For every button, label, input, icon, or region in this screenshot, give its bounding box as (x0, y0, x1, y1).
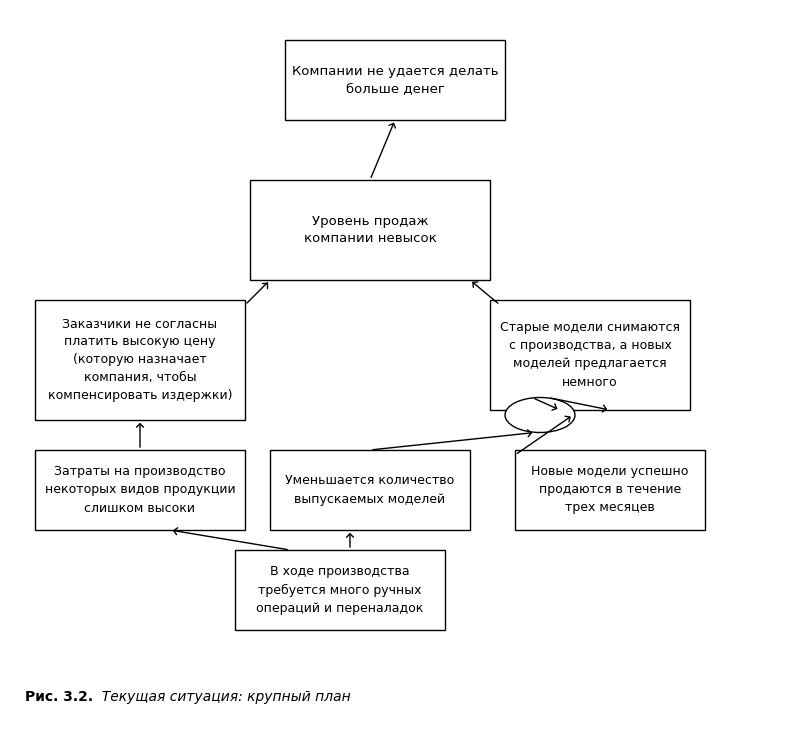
Text: Старые модели снимаются
с производства, а новых
моделей предлагается
немного: Старые модели снимаются с производства, … (500, 322, 680, 389)
FancyBboxPatch shape (285, 40, 505, 120)
Text: Уровень продаж
компании невысок: Уровень продаж компании невысок (303, 214, 436, 246)
Text: Текущая ситуация: крупный план: Текущая ситуация: крупный план (93, 690, 351, 704)
FancyBboxPatch shape (35, 450, 245, 530)
Text: Затраты на производство
некоторых видов продукции
слишком высоки: Затраты на производство некоторых видов … (45, 465, 235, 514)
FancyBboxPatch shape (35, 300, 245, 420)
Text: Уменьшается количество
выпускаемых моделей: Уменьшается количество выпускаемых модел… (285, 475, 454, 506)
FancyBboxPatch shape (235, 550, 445, 630)
FancyBboxPatch shape (515, 450, 705, 530)
FancyBboxPatch shape (270, 450, 470, 530)
Text: Компании не удается делать
больше денег: Компании не удается делать больше денег (292, 65, 498, 96)
Text: В ходе производства
требуется много ручных
операций и переналадок: В ходе производства требуется много ручн… (256, 565, 423, 615)
Ellipse shape (505, 397, 575, 433)
Text: Рис. 3.2.: Рис. 3.2. (25, 690, 93, 704)
FancyBboxPatch shape (250, 180, 490, 280)
Text: Заказчики не согласны
платить высокую цену
(которую назначает
компания, чтобы
ко: Заказчики не согласны платить высокую це… (47, 317, 232, 403)
FancyBboxPatch shape (490, 300, 690, 410)
Text: Новые модели успешно
продаются в течение
трех месяцев: Новые модели успешно продаются в течение… (532, 465, 689, 514)
